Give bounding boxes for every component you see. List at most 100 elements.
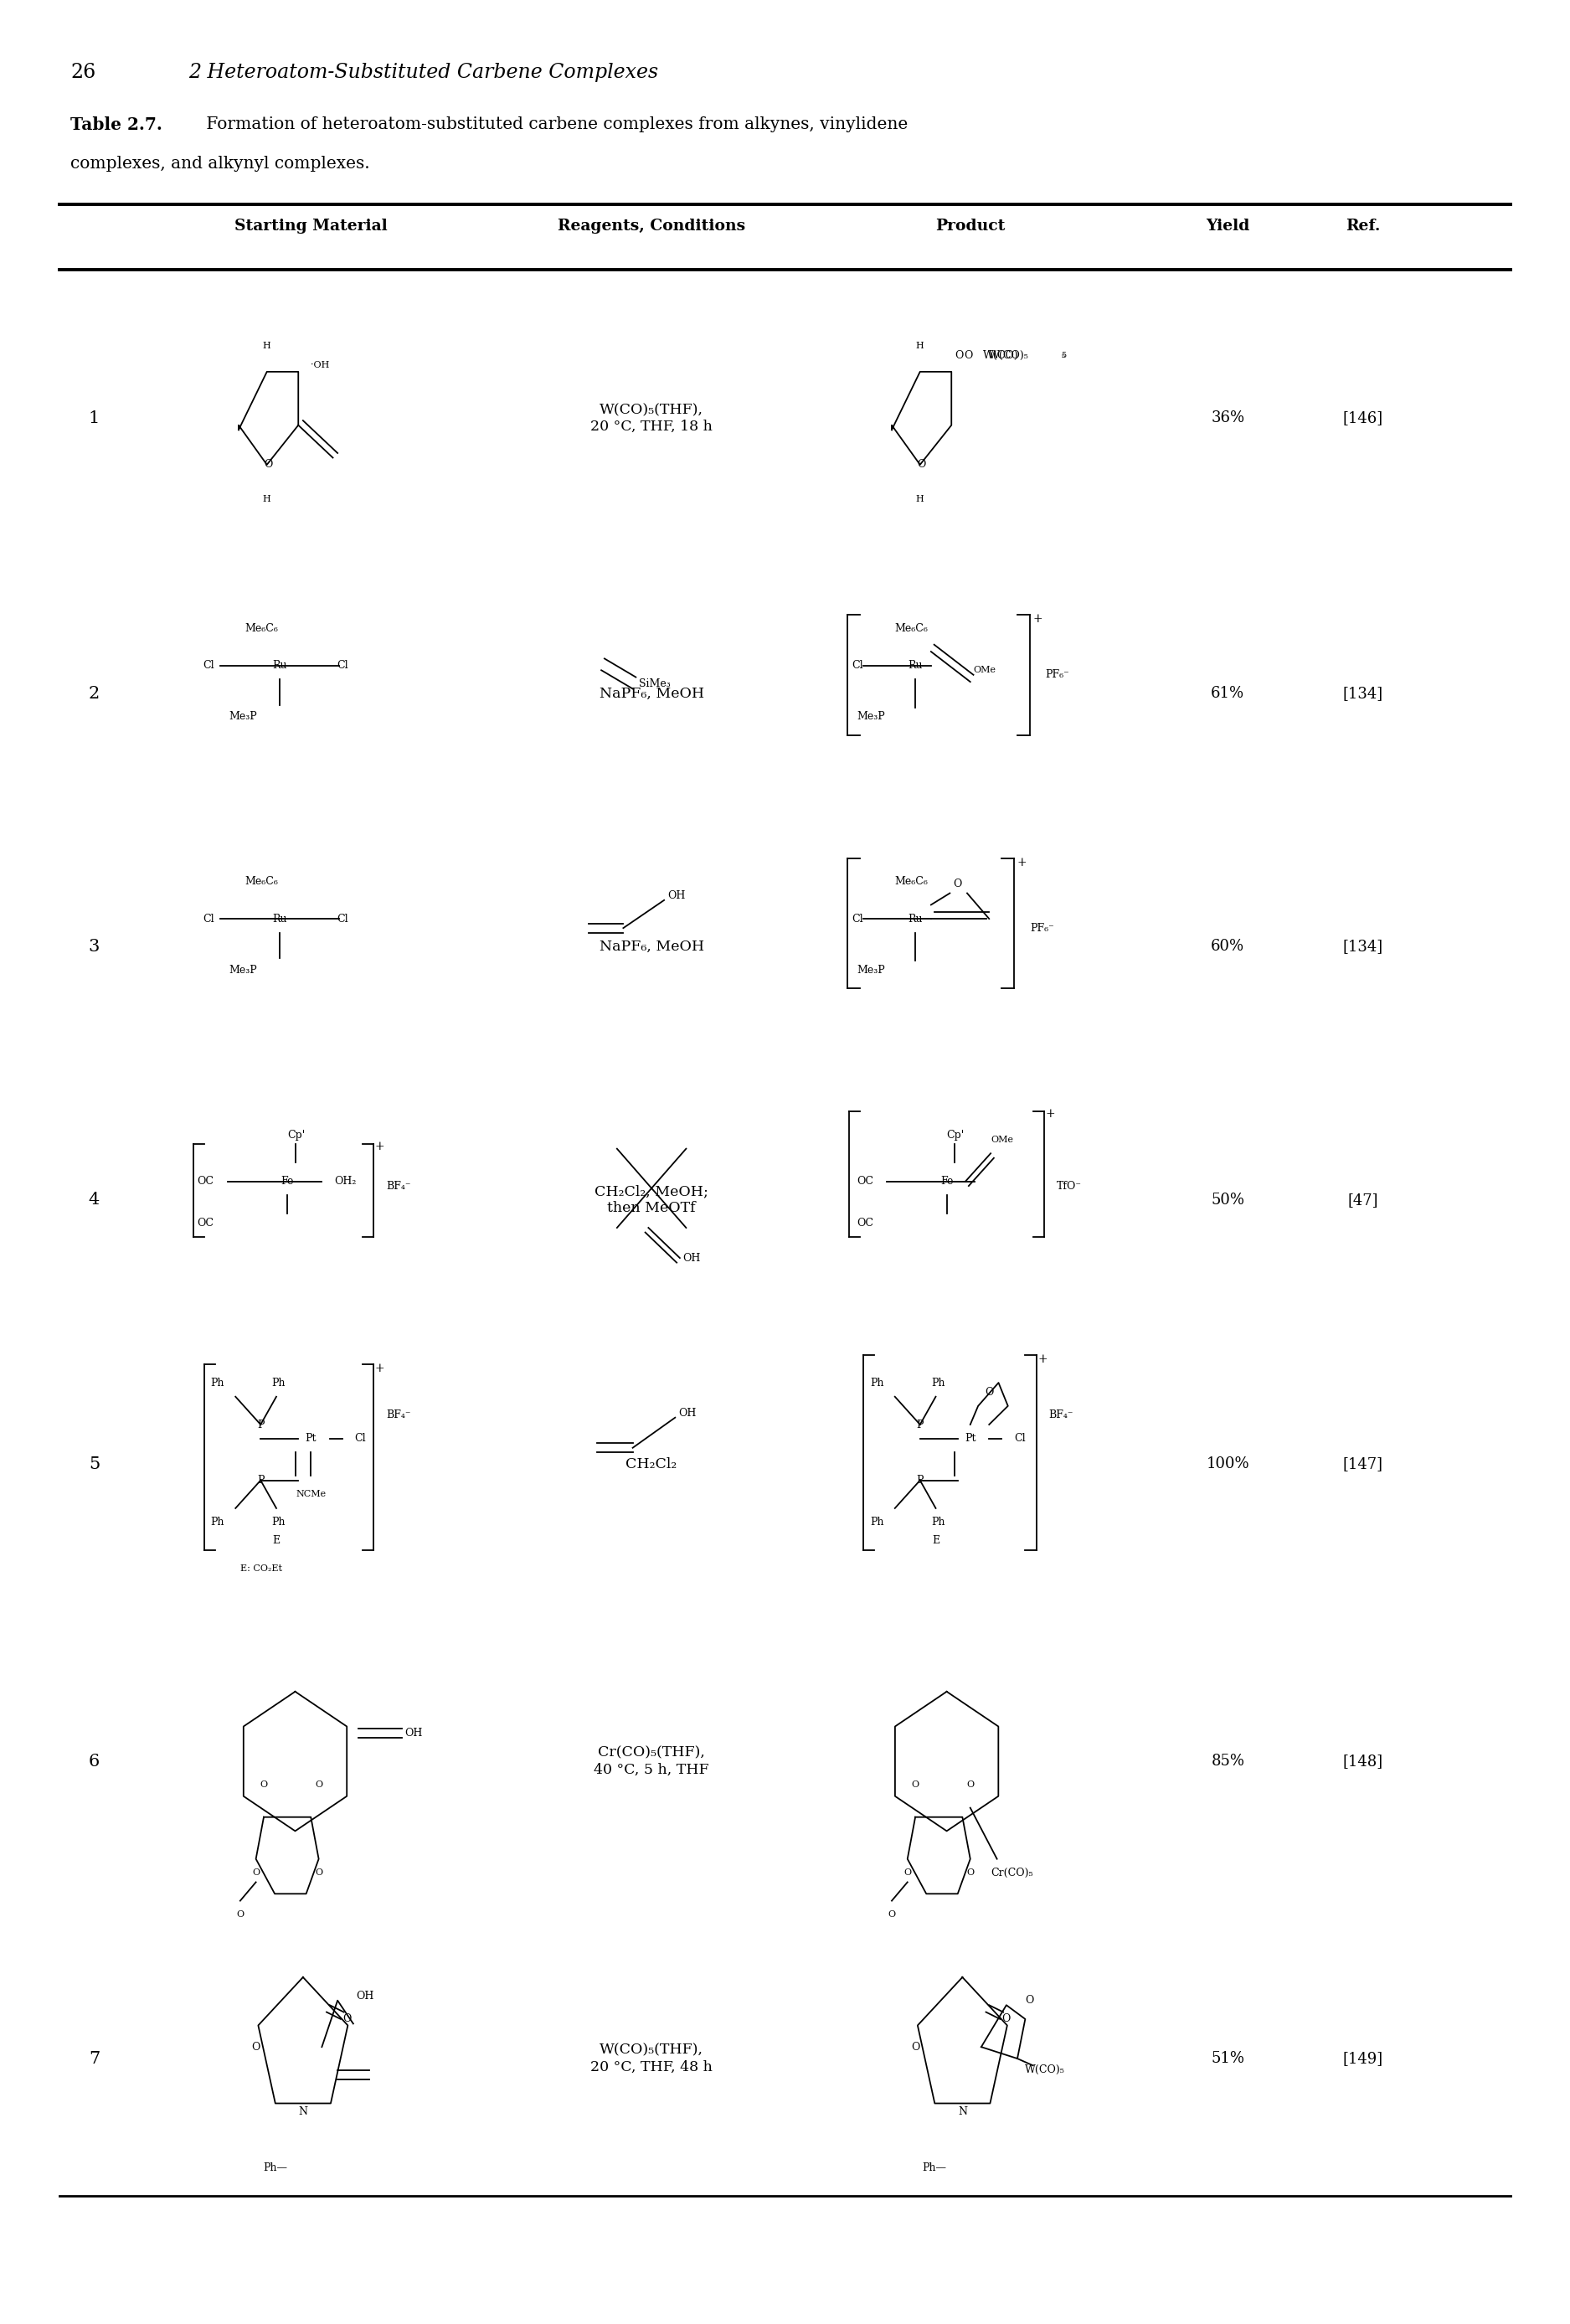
Text: 85%: 85% (1210, 1755, 1245, 1769)
Text: O: O (911, 2040, 920, 2052)
Text: +: + (375, 1141, 385, 1153)
Text: OH: OH (678, 1408, 696, 1418)
Text: 6: 6 (88, 1752, 100, 1769)
Text: O: O (316, 1780, 322, 1789)
Text: OMe: OMe (973, 667, 995, 674)
Text: 36%: 36% (1210, 411, 1245, 425)
Text: N: N (298, 2106, 308, 2117)
Text: Yield: Yield (1206, 218, 1250, 232)
Text: NaPF₆, MeOH: NaPF₆, MeOH (600, 686, 703, 700)
Text: O: O (1002, 2013, 1011, 2024)
Text: O: O (316, 1868, 322, 1878)
Text: O: O (967, 1868, 973, 1878)
Text: NaPF₆, MeOH: NaPF₆, MeOH (600, 939, 703, 953)
Text: Me₃P: Me₃P (857, 964, 885, 976)
Text: BF₄⁻: BF₄⁻ (1049, 1411, 1074, 1420)
Text: OMe: OMe (991, 1134, 1013, 1143)
Text: Ref.: Ref. (1345, 218, 1380, 232)
Text: O: O (967, 1780, 973, 1789)
Text: OH₂: OH₂ (334, 1176, 356, 1188)
Text: Formation of heteroatom-substituted carbene complexes from alkynes, vinylidene: Formation of heteroatom-substituted carb… (201, 116, 907, 132)
Text: Starting Material: Starting Material (234, 218, 388, 232)
Text: O: O (237, 1910, 243, 1920)
Text: E: E (933, 1536, 939, 1545)
Text: ₅: ₅ (1061, 351, 1064, 360)
Text: 51%: 51% (1210, 2052, 1245, 2066)
Text: 2: 2 (88, 686, 100, 702)
Text: Ph: Ph (931, 1518, 945, 1527)
Text: H: H (915, 342, 925, 351)
Text: Pt: Pt (964, 1434, 977, 1443)
Text: [147]: [147] (1342, 1457, 1383, 1471)
Text: +: + (1033, 614, 1042, 625)
Text: P: P (257, 1476, 264, 1485)
Text: O: O (984, 1387, 994, 1397)
Text: OH: OH (667, 890, 685, 902)
Text: CH₂Cl₂: CH₂Cl₂ (626, 1457, 677, 1471)
Text: N: N (958, 2106, 967, 2117)
Text: Pt: Pt (305, 1434, 317, 1443)
Text: Cl: Cl (203, 913, 215, 925)
Text: E: CO₂Et: E: CO₂Et (240, 1564, 283, 1573)
Text: Cp': Cp' (287, 1129, 305, 1141)
Text: OH: OH (356, 1989, 374, 2001)
Text: OH: OH (405, 1729, 422, 1738)
Text: Cl: Cl (203, 660, 215, 672)
Text: Me₃P: Me₃P (857, 711, 885, 723)
Text: [47]: [47] (1347, 1192, 1378, 1208)
Text: P: P (257, 1420, 264, 1429)
Text: 50%: 50% (1210, 1192, 1245, 1208)
Text: Cl: Cl (851, 660, 864, 672)
Text: Ru: Ru (907, 913, 923, 925)
Text: O: O (261, 1780, 267, 1789)
Text: O: O (964, 351, 973, 360)
Text: Ph: Ph (870, 1378, 884, 1387)
Text: P: P (917, 1420, 923, 1429)
Text: Table 2.7.: Table 2.7. (71, 116, 163, 132)
Text: NCMe: NCMe (295, 1490, 327, 1499)
Text: Ph: Ph (272, 1518, 286, 1527)
Text: Ph: Ph (870, 1518, 884, 1527)
Text: O: O (953, 878, 962, 890)
Text: [148]: [148] (1342, 1755, 1383, 1769)
Text: Cr(CO)₅(THF),
40 °C, 5 h, THF: Cr(CO)₅(THF), 40 °C, 5 h, THF (593, 1745, 710, 1776)
Text: E: E (273, 1536, 279, 1545)
Text: OC: OC (198, 1218, 214, 1229)
Text: +: + (1017, 858, 1027, 869)
Text: Cl: Cl (851, 913, 864, 925)
Text: O: O (889, 1910, 895, 1920)
Text: 2 Heteroatom-Substituted Carbene Complexes: 2 Heteroatom-Substituted Carbene Complex… (188, 63, 658, 81)
Text: OC: OC (857, 1218, 873, 1229)
Text: P: P (917, 1476, 923, 1485)
Text: SiMe₃: SiMe₃ (639, 679, 670, 690)
Text: 5: 5 (1061, 351, 1066, 360)
Text: Ru: Ru (907, 660, 923, 672)
Text: complexes, and alkynyl complexes.: complexes, and alkynyl complexes. (71, 156, 371, 172)
Text: O: O (253, 1868, 259, 1878)
Text: PF₆⁻: PF₆⁻ (1046, 669, 1069, 681)
Text: Reagents, Conditions: Reagents, Conditions (557, 218, 746, 232)
Text: W(CO): W(CO) (983, 351, 1019, 360)
Text: +: + (375, 1362, 385, 1376)
Text: Ph: Ph (272, 1378, 286, 1387)
Text: Ph: Ph (931, 1378, 945, 1387)
Text: O: O (251, 2040, 261, 2052)
Text: O: O (264, 460, 273, 469)
Text: +: + (1038, 1353, 1047, 1367)
Text: 5: 5 (88, 1457, 100, 1471)
Text: [149]: [149] (1342, 2052, 1383, 2066)
Text: Fe: Fe (281, 1176, 294, 1188)
Text: W(CO)₅(THF),
20 °C, THF, 48 h: W(CO)₅(THF), 20 °C, THF, 48 h (590, 2043, 713, 2073)
Text: Fe: Fe (940, 1176, 953, 1188)
Text: H: H (915, 495, 925, 504)
Text: O: O (904, 1868, 911, 1878)
Text: BF₄⁻: BF₄⁻ (386, 1411, 411, 1420)
Text: Me₆C₆: Me₆C₆ (895, 623, 928, 634)
Text: Ru: Ru (272, 913, 287, 925)
Text: Ph—: Ph— (264, 2161, 287, 2173)
Text: 26: 26 (71, 63, 96, 81)
Text: Cp': Cp' (947, 1129, 964, 1141)
Text: PF₆⁻: PF₆⁻ (1030, 923, 1053, 934)
Text: BF₄⁻: BF₄⁻ (386, 1181, 411, 1192)
Text: O: O (1025, 1994, 1035, 2006)
